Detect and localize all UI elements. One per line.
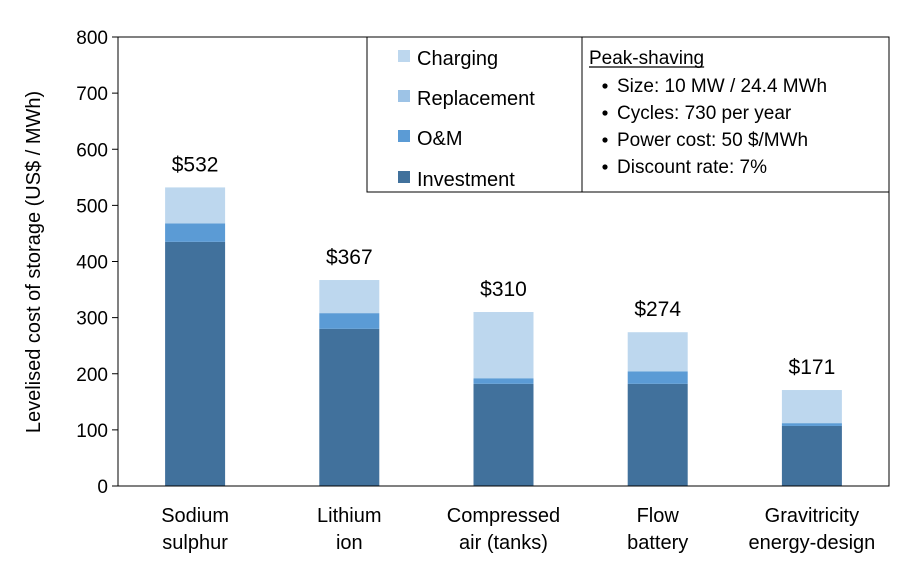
y-axis: 0 100 200 300 400 500 600 700 800 [76, 28, 118, 498]
bullet-icon [602, 164, 608, 170]
total-label: $310 [480, 278, 527, 301]
info-box: Peak-shaving Size: 10 MW / 24.4 MWh Cycles… [589, 48, 827, 178]
y-tick-label: 200 [76, 365, 108, 386]
bar-om-2 [473, 378, 534, 384]
total-label: $532 [172, 153, 219, 176]
category-label: ion [336, 532, 363, 554]
y-tick-label: 100 [76, 421, 108, 442]
info-item: Power cost: 50 $/MWh [617, 130, 808, 151]
y-tick-label: 400 [76, 253, 108, 274]
bar-investment-4 [781, 425, 842, 486]
bar-investment-0 [165, 241, 226, 486]
legend-label: Replacement [417, 88, 535, 110]
bullet-icon [602, 137, 608, 143]
y-axis-title: Levelised cost of storage (US$ / MWh) [23, 91, 45, 433]
legend-swatch [398, 130, 410, 142]
bar-om-1 [319, 313, 380, 329]
legend-label: Charging [417, 48, 498, 70]
total-label: $367 [326, 246, 373, 269]
bullet-icon [602, 110, 608, 116]
legend-swatch [398, 50, 410, 62]
legend-swatch [398, 90, 410, 102]
bar-investment-3 [627, 383, 688, 486]
category-label: sulphur [162, 532, 228, 554]
total-label: $274 [634, 298, 681, 321]
category-label: Sodium [161, 505, 229, 527]
bar-investment-2 [473, 383, 534, 486]
bar-investment-1 [319, 328, 380, 486]
legend-label: Investment [417, 169, 515, 191]
legend-box [366, 36, 890, 193]
legend-label: O&M [417, 128, 463, 150]
bar-charging-4 [781, 390, 842, 424]
y-tick-label: 500 [76, 196, 108, 217]
info-title: Peak-shaving [589, 48, 704, 69]
bar-om-3 [627, 371, 688, 384]
y-tick-label: 800 [76, 28, 108, 49]
total-label: $171 [789, 356, 836, 379]
category-label: air (tanks) [459, 532, 548, 554]
bar-charging-0 [165, 187, 226, 224]
bar-charging-2 [473, 312, 534, 379]
category-label: battery [627, 532, 688, 554]
bar-charging-1 [319, 280, 380, 314]
category-label: Compressed [447, 505, 560, 527]
y-tick-label: 700 [76, 84, 108, 105]
y-tick-label: 300 [76, 309, 108, 330]
category-label: Gravitricity [765, 505, 859, 527]
bar-charging-3 [627, 332, 688, 372]
legend-swatch [398, 171, 410, 183]
category-label: energy-design [749, 532, 876, 554]
bar-om-0 [165, 223, 226, 242]
bullet-icon [602, 83, 608, 89]
y-tick-label: 600 [76, 140, 108, 161]
bars [165, 187, 842, 486]
info-item: Size: 10 MW / 24.4 MWh [617, 76, 827, 97]
category-label: Flow [637, 505, 680, 527]
bar-om-4 [781, 423, 842, 426]
total-labels: $532 $367 $310 $274 $171 [172, 153, 836, 379]
category-labels: Sodium sulphur Lithium ion Compressed air (ta… [161, 505, 875, 554]
info-item: Cycles: 730 per year [617, 103, 792, 124]
info-item: Discount rate: 7% [617, 157, 767, 178]
category-label: Lithium [317, 505, 381, 527]
y-tick-label: 0 [97, 477, 108, 498]
legend: Charging Replacement O&M Investment [366, 36, 890, 193]
